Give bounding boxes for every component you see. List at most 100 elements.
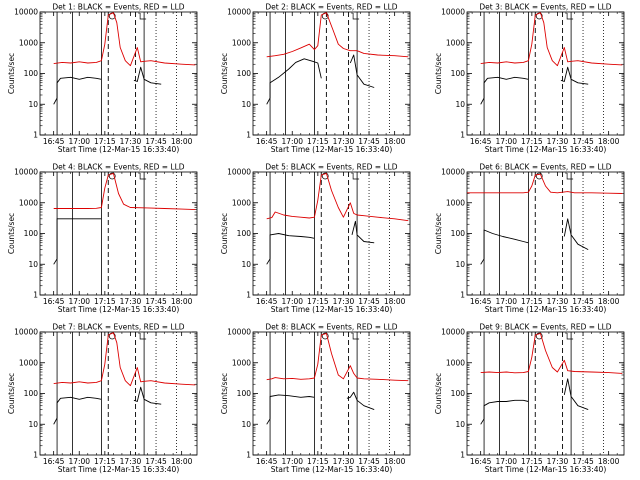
detector-panel-9: Det 9: BLACK = Events, RED = LLD 1 10 100 10… bbox=[434, 323, 625, 474]
y-tick-label: 1 bbox=[460, 291, 465, 300]
y-axis-label: Counts/sec bbox=[434, 373, 443, 414]
y-tick-label: 10000 bbox=[441, 328, 465, 337]
y-axis-label: Counts/sec bbox=[220, 53, 229, 94]
panel-title: Det 1: BLACK = Events, RED = LLD bbox=[52, 3, 184, 12]
lld-series-line bbox=[480, 12, 623, 67]
y-tick-label: 1000 bbox=[446, 38, 465, 47]
y-tick-label: 10 bbox=[455, 260, 465, 269]
plot-frame bbox=[466, 171, 625, 296]
plot-frame bbox=[39, 171, 198, 296]
x-tick-label: 17:00 bbox=[281, 137, 303, 146]
plot-frame bbox=[252, 11, 411, 136]
x-tick-label: 17:00 bbox=[68, 297, 90, 306]
x-tick-label: 18:00 bbox=[598, 137, 620, 146]
y-axis-label: Counts/sec bbox=[434, 53, 443, 94]
events-series-line bbox=[53, 66, 162, 105]
x-tick-label: 17:45 bbox=[145, 457, 167, 466]
panel-title: Det 8: BLACK = Events, RED = LLD bbox=[265, 323, 397, 332]
x-tick-label: 17:00 bbox=[495, 457, 517, 466]
y-tick-label: 1000 bbox=[232, 358, 251, 367]
y-tick-label: 1000 bbox=[446, 198, 465, 207]
attenuator-step-marker bbox=[352, 13, 360, 20]
events-series-line bbox=[53, 386, 162, 425]
x-tick-label: 16:45 bbox=[470, 137, 492, 146]
x-tick-label: 17:15 bbox=[94, 297, 116, 306]
x-axis-label: Start Time (12-Mar-15 16:33:40) bbox=[485, 305, 607, 314]
events-series-line bbox=[266, 54, 375, 105]
detector-panel-3: Det 3: BLACK = Events, RED = LLD 1 10 100 10… bbox=[434, 3, 625, 154]
detector-panel-4: Det 4: BLACK = Events, RED = LLD 1 10 100 10… bbox=[7, 163, 198, 314]
x-tick-label: 17:15 bbox=[94, 457, 116, 466]
y-tick-label: 1 bbox=[246, 291, 251, 300]
panel-title: Det 4: BLACK = Events, RED = LLD bbox=[52, 163, 184, 172]
x-tick-label: 18:00 bbox=[598, 297, 620, 306]
x-tick-label: 17:45 bbox=[572, 457, 594, 466]
x-tick-label: 17:45 bbox=[358, 457, 380, 466]
x-tick-label: 18:00 bbox=[384, 137, 406, 146]
detector-panel-1: Det 1: BLACK = Events, RED = LLD 1 10 100 10… bbox=[7, 3, 198, 154]
events-series-line bbox=[266, 391, 375, 425]
y-tick-label: 100 bbox=[24, 69, 39, 78]
y-tick-label: 1 bbox=[246, 131, 251, 140]
x-tick-label: 17:30 bbox=[547, 297, 569, 306]
y-axis-label: Counts/sec bbox=[434, 213, 443, 254]
x-tick-label: 17:00 bbox=[495, 297, 517, 306]
y-tick-label: 1000 bbox=[19, 38, 38, 47]
attenuator-step-marker bbox=[566, 173, 574, 180]
y-axis-label: Counts/sec bbox=[7, 213, 16, 254]
attenuator-marker bbox=[321, 172, 329, 180]
y-tick-label: 100 bbox=[24, 229, 39, 238]
y-tick-label: 10 bbox=[455, 420, 465, 429]
x-tick-label: 17:30 bbox=[120, 297, 142, 306]
y-tick-label: 10 bbox=[28, 420, 38, 429]
y-tick-label: 10 bbox=[241, 100, 251, 109]
plot-frame bbox=[39, 11, 198, 136]
x-tick-label: 16:45 bbox=[43, 137, 65, 146]
y-tick-label: 1 bbox=[33, 291, 38, 300]
events-series-line bbox=[480, 378, 589, 425]
x-tick-label: 17:00 bbox=[281, 297, 303, 306]
attenuator-marker bbox=[321, 332, 329, 340]
x-tick-label: 17:45 bbox=[358, 297, 380, 306]
events-series-line bbox=[480, 66, 589, 105]
y-tick-label: 10000 bbox=[14, 8, 38, 17]
lld-series-line bbox=[53, 12, 196, 67]
y-axis-label: Counts/sec bbox=[7, 373, 16, 414]
y-tick-label: 1 bbox=[33, 131, 38, 140]
x-tick-label: 17:15 bbox=[307, 457, 329, 466]
y-axis-label: Counts/sec bbox=[220, 213, 229, 254]
x-tick-label: 17:15 bbox=[521, 297, 543, 306]
lld-series-line bbox=[266, 12, 409, 58]
y-tick-label: 1 bbox=[246, 451, 251, 460]
x-tick-label: 16:45 bbox=[256, 457, 278, 466]
y-tick-label: 100 bbox=[237, 69, 252, 78]
x-tick-label: 18:00 bbox=[171, 137, 193, 146]
x-tick-label: 16:45 bbox=[43, 297, 65, 306]
lld-series-line bbox=[266, 172, 409, 222]
x-axis-label: Start Time (12-Mar-15 16:33:40) bbox=[271, 145, 393, 154]
x-tick-label: 17:15 bbox=[521, 137, 543, 146]
events-series-line bbox=[266, 220, 375, 265]
attenuator-step-marker bbox=[352, 173, 360, 180]
x-tick-label: 17:30 bbox=[333, 137, 355, 146]
y-tick-label: 100 bbox=[451, 229, 466, 238]
y-tick-label: 1 bbox=[460, 131, 465, 140]
y-tick-label: 1000 bbox=[232, 198, 251, 207]
x-tick-label: 17:45 bbox=[145, 137, 167, 146]
lld-series-line bbox=[480, 332, 623, 374]
events-series-line bbox=[53, 218, 102, 265]
x-tick-label: 16:45 bbox=[256, 137, 278, 146]
x-tick-label: 17:30 bbox=[120, 137, 142, 146]
y-tick-label: 10 bbox=[455, 100, 465, 109]
plot-frame bbox=[252, 331, 411, 456]
x-axis-label: Start Time (12-Mar-15 16:33:40) bbox=[58, 305, 180, 314]
x-tick-label: 18:00 bbox=[171, 297, 193, 306]
x-tick-label: 18:00 bbox=[598, 457, 620, 466]
panel-title: Det 7: BLACK = Events, RED = LLD bbox=[52, 323, 184, 332]
x-tick-label: 17:15 bbox=[307, 297, 329, 306]
x-tick-label: 17:30 bbox=[120, 457, 142, 466]
plot-frame bbox=[466, 11, 625, 136]
panel-title: Det 2: BLACK = Events, RED = LLD bbox=[265, 3, 397, 12]
detector-panel-7: Det 7: BLACK = Events, RED = LLD 1 10 100 10… bbox=[7, 323, 198, 474]
x-tick-label: 17:30 bbox=[333, 457, 355, 466]
